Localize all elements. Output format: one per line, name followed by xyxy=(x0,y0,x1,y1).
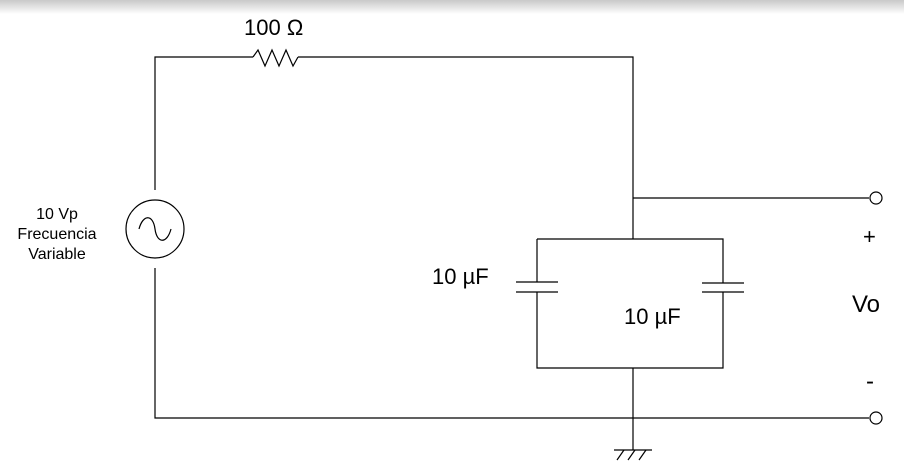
output-plus-label: + xyxy=(863,224,876,249)
wire-top-right xyxy=(298,56,634,239)
wire-top-left xyxy=(154,56,253,190)
source-label-line-3: Variable xyxy=(28,246,86,263)
capacitor-1 xyxy=(516,281,558,293)
capacitor-2-label: 10 µF xyxy=(624,304,681,329)
ground-icon xyxy=(614,449,652,461)
capacitor-2 xyxy=(702,282,744,293)
source-label: 10 Vp Frecuencia Variable xyxy=(0,205,114,265)
source-label-line-1: 10 Vp xyxy=(36,206,78,223)
terminal-minus-icon xyxy=(869,411,883,425)
wire-source-bottom xyxy=(154,268,869,419)
wire-cap-box-left-bottom xyxy=(536,292,724,369)
top-shade xyxy=(0,0,904,14)
source-label-line-2: Frecuencia xyxy=(17,226,97,243)
output-voltage-label: Vo xyxy=(852,291,881,318)
output-minus-label: - xyxy=(866,368,874,395)
resistor-label: 100 Ω xyxy=(244,15,304,40)
wire-cap-box xyxy=(537,238,724,283)
ac-source-icon xyxy=(125,199,185,259)
output-terminals xyxy=(869,191,883,425)
terminal-plus-icon xyxy=(869,191,883,205)
resistor xyxy=(252,48,299,68)
capacitor-1-label: 10 µF xyxy=(432,264,489,289)
